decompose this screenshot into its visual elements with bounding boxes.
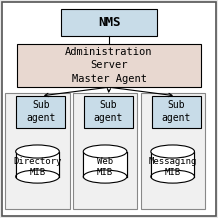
FancyBboxPatch shape [2,2,216,216]
Bar [83,152,127,177]
Ellipse shape [83,170,127,183]
Text: Sub
agent: Sub agent [161,100,191,123]
FancyBboxPatch shape [84,96,133,128]
Text: Sub
agent: Sub agent [26,100,56,123]
Bar [16,152,59,177]
FancyBboxPatch shape [5,93,70,209]
Bar [151,152,194,177]
Text: NMS: NMS [98,16,120,29]
FancyBboxPatch shape [16,96,65,128]
Text: Sub
agent: Sub agent [94,100,123,123]
Text: Messaging
MIB: Messaging MIB [148,157,197,177]
Text: Directory
MIB: Directory MIB [13,157,62,177]
FancyBboxPatch shape [141,93,205,209]
FancyBboxPatch shape [61,9,157,36]
Ellipse shape [16,145,59,158]
Ellipse shape [16,170,59,183]
Ellipse shape [151,145,194,158]
FancyBboxPatch shape [17,44,201,87]
FancyBboxPatch shape [73,93,137,209]
Text: Administration
Server
Master Agent: Administration Server Master Agent [65,47,153,83]
FancyBboxPatch shape [152,96,201,128]
Ellipse shape [83,145,127,158]
Ellipse shape [151,170,194,183]
Text: Web
MIB: Web MIB [97,157,113,177]
